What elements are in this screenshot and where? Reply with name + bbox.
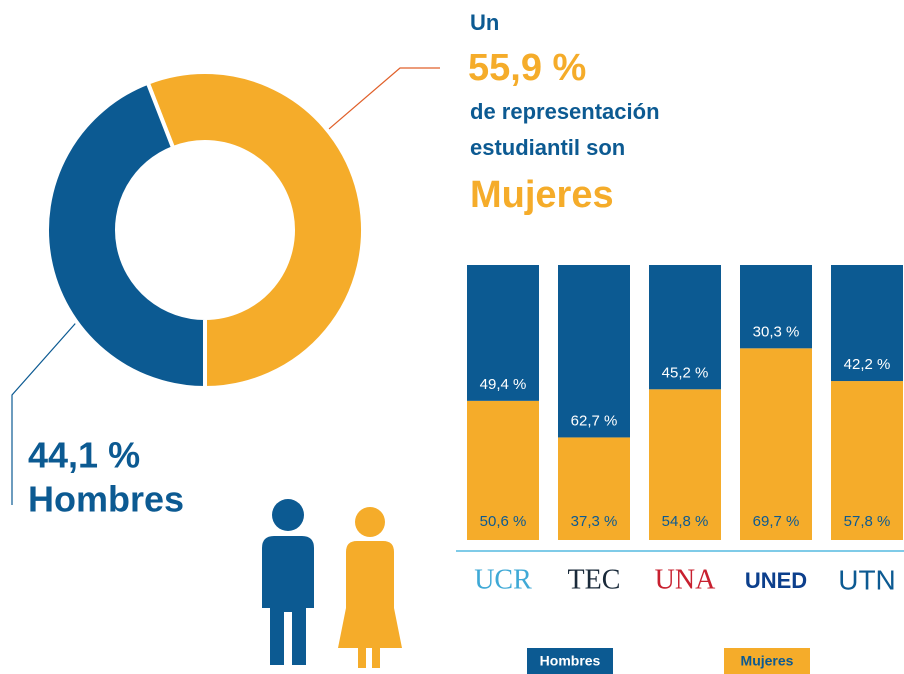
data-label: 62,7 %	[571, 412, 618, 429]
headline-value: 55,9 %	[468, 47, 586, 89]
bar-segment	[467, 265, 539, 401]
headline-label: Hombres	[28, 479, 184, 520]
legend-label: Hombres	[540, 653, 601, 669]
data-label: 49,4 %	[480, 376, 527, 393]
category-logo: UCR	[474, 564, 532, 595]
bar-segment	[740, 265, 812, 349]
category-logo: UNED	[745, 568, 807, 593]
bar-segment	[467, 400, 539, 540]
legend-swatch	[527, 648, 613, 674]
donut-segment	[145, 70, 365, 391]
data-label: 54,8 %	[662, 513, 709, 530]
data-label: 42,2 %	[844, 356, 891, 373]
bar-segment	[649, 265, 721, 390]
leader-line	[307, 67, 440, 148]
legend-swatch	[724, 648, 810, 674]
annotation: de representación	[470, 99, 660, 124]
headline-label: Mujeres	[470, 174, 614, 216]
man-icon	[262, 499, 314, 665]
category-logo: UTN	[838, 564, 896, 595]
data-label: 69,7 %	[753, 513, 800, 530]
bar-segment	[831, 381, 903, 540]
annotation: estudiantil son	[470, 135, 625, 160]
legend-label: Mujeres	[741, 653, 794, 669]
bar-segment	[649, 389, 721, 540]
headline-value: 44,1 %	[28, 435, 140, 476]
donut-segment	[45, 80, 207, 391]
data-label: 50,6 %	[480, 513, 527, 530]
bar-segment	[558, 437, 630, 540]
category-logo: TEC	[568, 564, 621, 595]
leader-line	[11, 289, 106, 505]
data-label: 45,2 %	[662, 364, 709, 381]
woman-icon	[338, 507, 402, 668]
category-logo: UNA	[655, 564, 716, 595]
data-label: 30,3 %	[753, 323, 800, 340]
data-label: 57,8 %	[844, 513, 891, 530]
bar-segment	[740, 348, 812, 540]
annotation: Un	[470, 10, 499, 35]
bar-segment	[831, 265, 903, 382]
data-label: 37,3 %	[571, 513, 618, 530]
bar-segment	[558, 265, 630, 438]
